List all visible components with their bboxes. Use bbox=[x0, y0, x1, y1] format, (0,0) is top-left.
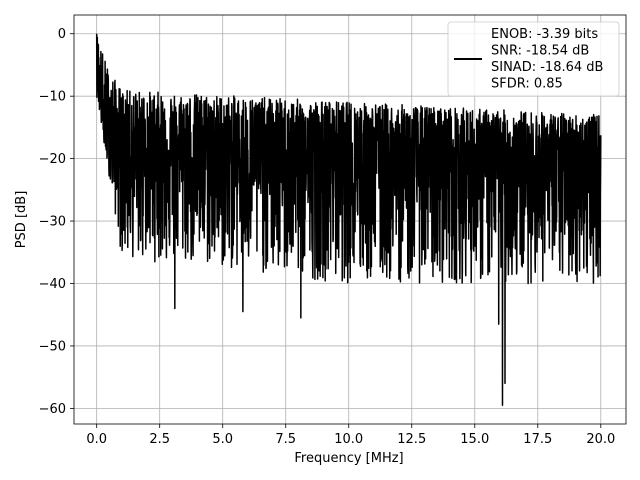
legend: ENOB: -3.39 bits SNR: -18.54 dB SINAD: -… bbox=[447, 21, 620, 97]
x-tick-label: 17.5 bbox=[523, 432, 552, 447]
y-tick-label: −10 bbox=[39, 90, 66, 105]
y-tick-label: −30 bbox=[39, 215, 66, 230]
legend-line-sinad: SINAD: -18.64 dB bbox=[491, 60, 603, 75]
series-layer bbox=[95, 33, 602, 407]
x-tick-label: 0.0 bbox=[86, 432, 107, 447]
legend-line-sfdr: SFDR: 0.85 bbox=[491, 77, 563, 92]
y-tick-label: 0 bbox=[58, 27, 66, 42]
psd-series-line bbox=[95, 33, 602, 407]
y-tick-label: −60 bbox=[39, 402, 66, 417]
x-tick-label: 20.0 bbox=[586, 432, 615, 447]
legend-box bbox=[447, 21, 620, 97]
plot-frame bbox=[73, 14, 627, 425]
x-tick-label: 2.5 bbox=[149, 432, 170, 447]
x-tick-label: 12.5 bbox=[397, 432, 426, 447]
x-axis-label: Frequency [MHz] bbox=[294, 451, 403, 466]
x-tick-label: 5.0 bbox=[212, 432, 233, 447]
y-axis-label: PSD [dB] bbox=[14, 191, 29, 249]
x-tick-label: 15.0 bbox=[460, 432, 489, 447]
y-tick-label: −50 bbox=[39, 339, 66, 354]
y-tick-label: −40 bbox=[39, 277, 66, 292]
legend-line-snr: SNR: -18.54 dB bbox=[491, 44, 589, 59]
x-tick-label: 7.5 bbox=[275, 432, 296, 447]
axis-ticks: 0.0 2.5 5.0 7.5 10.0 12.5 15.0 17.5 20.0 0 −10 −20 −… bbox=[39, 27, 616, 447]
x-tick-label: 10.0 bbox=[334, 432, 363, 447]
y-tick-label: −20 bbox=[39, 152, 66, 167]
legend-line-enob: ENOB: -3.39 bits bbox=[491, 27, 598, 42]
